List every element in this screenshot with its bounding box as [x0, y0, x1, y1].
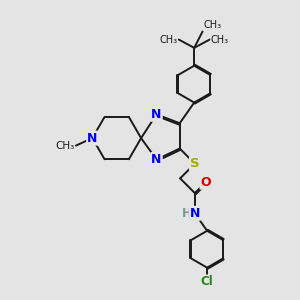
Text: CH₃: CH₃	[55, 140, 74, 151]
Text: N: N	[152, 108, 162, 121]
Text: CH₃: CH₃	[204, 20, 222, 30]
Text: CH₃: CH₃	[159, 34, 178, 44]
Text: O: O	[200, 176, 211, 189]
Text: N: N	[190, 207, 200, 220]
Text: CH₃: CH₃	[211, 34, 229, 44]
Text: N: N	[87, 132, 98, 145]
Text: Cl: Cl	[201, 275, 214, 288]
Text: S: S	[190, 157, 200, 170]
Text: N: N	[152, 153, 162, 166]
Text: H: H	[182, 207, 191, 220]
